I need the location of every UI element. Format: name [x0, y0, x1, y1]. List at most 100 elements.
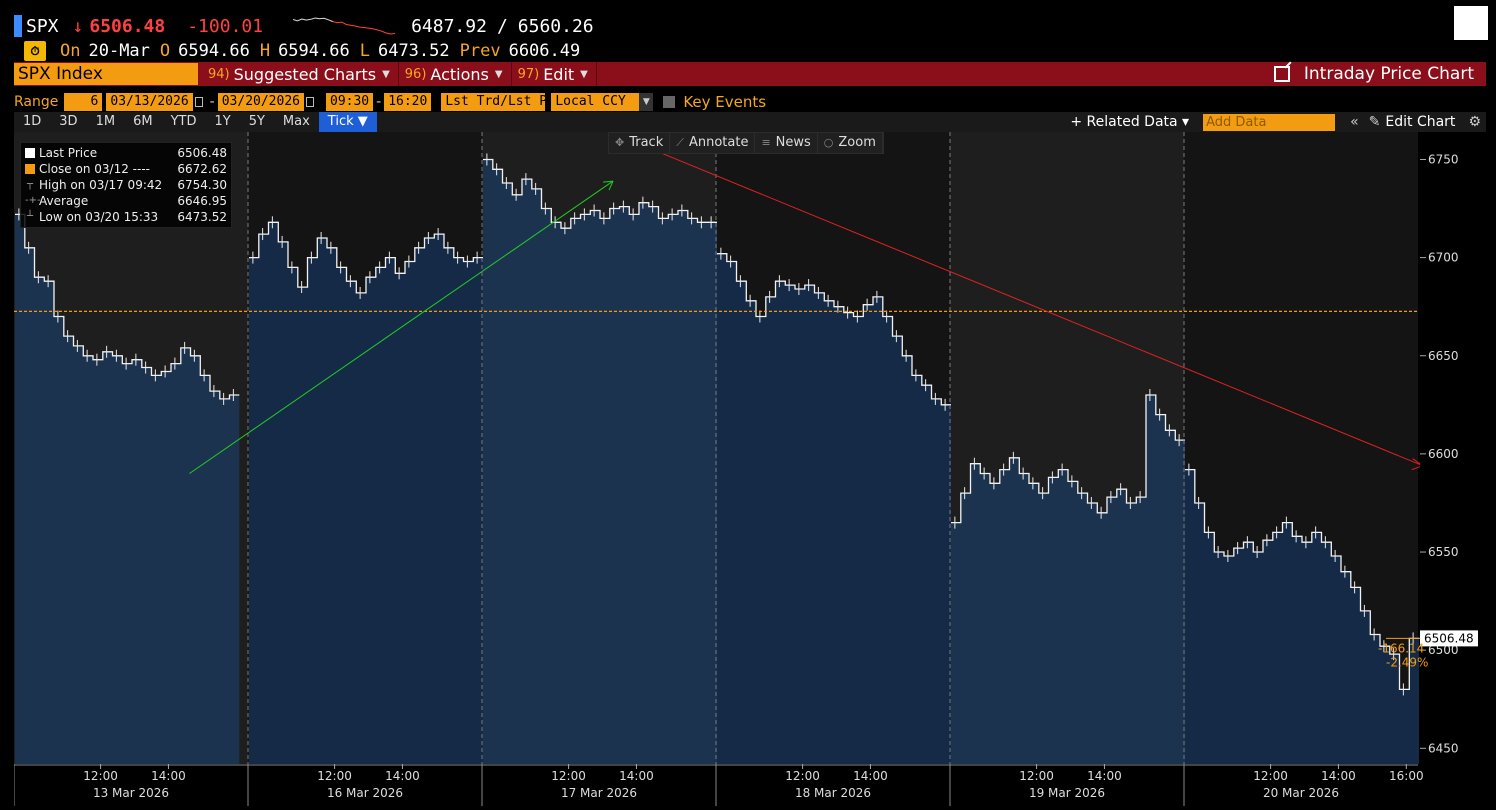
- calendar-icon[interactable]: [306, 97, 314, 107]
- edit-chart-button[interactable]: Edit Chart: [1385, 114, 1456, 130]
- legend-row-high[interactable]: ┬ High on 03/17 09:42 6754.30: [25, 177, 227, 193]
- low-marker-icon: ┴: [26, 211, 34, 222]
- caret-down-icon: ▼: [580, 68, 588, 80]
- gear-icon[interactable]: ⚙: [1468, 114, 1481, 130]
- range-label: Range: [14, 94, 59, 110]
- x-time-label: 12:00: [785, 769, 820, 783]
- price-line: [717, 253, 951, 406]
- tf-1d[interactable]: 1D: [23, 114, 42, 129]
- legend-label: Low on 03/20 15:33: [39, 210, 159, 224]
- x-date-label: 13 Mar 2026: [93, 786, 169, 800]
- price-chart[interactable]: 6450 6500 6550 6600 6650 6700 6750 6506.48 -166.…: [13, 132, 1486, 806]
- menu-actions[interactable]: 96) Actions ▼: [399, 62, 512, 86]
- price-area-fill: [249, 222, 483, 765]
- chevron-down-icon[interactable]: ▼: [639, 93, 654, 111]
- legend-value: 6646.95: [177, 194, 227, 208]
- quote-line-2: ⏱ On 20-Mar O 6594.66 H 6594.66 L 6473.5…: [24, 40, 590, 62]
- up-trend-arrowhead: [602, 180, 614, 191]
- calendar-icon[interactable]: [194, 97, 203, 107]
- end-time-field[interactable]: 16:20: [384, 93, 432, 111]
- menu-label: Suggested Charts: [233, 64, 377, 84]
- high-marker-icon: ┬: [26, 179, 34, 190]
- legend-row-last[interactable]: Last Price 6506.48: [25, 145, 227, 161]
- last-change-pct-label: -2.49%: [1386, 655, 1428, 669]
- related-data-button[interactable]: + Related Data ▾: [1070, 114, 1190, 130]
- tf-5y[interactable]: 5Y: [248, 114, 265, 129]
- x-date-label: 20 Mar 2026: [1263, 786, 1339, 800]
- legend-label: High on 03/17 09:42: [39, 178, 163, 192]
- sparkline: [293, 17, 396, 35]
- high-value: 6594.66: [278, 41, 350, 61]
- range-dash: -: [209, 94, 215, 110]
- y-axis-background: [1420, 132, 1486, 764]
- legend-label: Last Price: [39, 146, 98, 160]
- menu-edit[interactable]: 97) Edit ▼: [512, 62, 597, 86]
- menu-number: 96): [404, 66, 427, 82]
- legend-row-average[interactable]: -+- Average 6646.95: [25, 193, 227, 209]
- price-area-fill: [15, 214, 240, 764]
- price-line: [15, 213, 240, 400]
- end-date-field[interactable]: 03/20/2026: [217, 93, 304, 111]
- start-date-field[interactable]: 03/13/2026: [106, 93, 193, 111]
- annotate-button[interactable]: ⟋ Annotate: [670, 133, 756, 153]
- key-events-checkbox[interactable]: [663, 96, 676, 108]
- x-time-label: 14:00: [1321, 769, 1356, 783]
- on-label: On: [60, 41, 81, 61]
- caret-down-icon: ▼: [382, 68, 390, 80]
- x-time-label: 12:00: [317, 769, 352, 783]
- annotate-label: Annotate: [688, 135, 749, 150]
- tf-1y[interactable]: 1Y: [214, 114, 231, 129]
- x-time-label: 12:00: [1019, 769, 1054, 783]
- price-area-fill: [951, 395, 1185, 764]
- legend-swatch: [25, 148, 35, 158]
- menu-number: 97): [517, 66, 540, 82]
- tf-tick[interactable]: Tick ▼: [318, 112, 377, 132]
- news-button[interactable]: ≡ News: [755, 133, 818, 153]
- x-time-label: 12:00: [551, 769, 586, 783]
- down-trend-line: [638, 143, 1423, 467]
- net-change: -100.01: [187, 15, 264, 37]
- quote-header: SPX ↓ 6506.48 -100.01 6487.92 / 6560.26 …: [0, 0, 1496, 62]
- start-time-field[interactable]: 09:30: [326, 93, 374, 111]
- zoom-button[interactable]: ○ Zoom: [818, 133, 883, 153]
- tf-max[interactable]: Max: [282, 114, 310, 129]
- legend-swatch: [25, 164, 35, 174]
- last-price: 6506.48: [89, 15, 166, 37]
- legend-row-close[interactable]: Close on 03/12 ---- 6672.62: [25, 161, 227, 177]
- pencil-icon: ✎: [1368, 114, 1381, 130]
- average-marker-icon: -+-: [25, 195, 41, 206]
- x-time-label: 14:00: [619, 769, 654, 783]
- track-button[interactable]: ✥ Track: [609, 133, 671, 153]
- menu-bar: SPX Index 94) Suggested Charts ▼ 96) Act…: [14, 62, 1486, 86]
- menu-number: 94): [208, 66, 230, 82]
- price-line: [1185, 468, 1419, 691]
- currency-select[interactable]: Local CCY: [551, 93, 640, 111]
- ticker[interactable]: SPX: [26, 15, 59, 37]
- low-label: L: [359, 41, 370, 61]
- news-label: News: [775, 135, 811, 150]
- range-period-field[interactable]: 6: [64, 93, 103, 111]
- price-mode-field[interactable]: Lst Trd/Lst P:: [441, 93, 546, 111]
- news-icon: ≡: [761, 136, 771, 149]
- tf-3d[interactable]: 3D: [59, 114, 78, 129]
- security-field[interactable]: SPX Index: [14, 63, 198, 85]
- x-time-label: 14:00: [853, 769, 888, 783]
- tf-6m[interactable]: 6M: [133, 114, 153, 129]
- price-line: [483, 158, 717, 229]
- function-title[interactable]: Intraday Price Chart: [1273, 64, 1486, 84]
- x-time-label: 16:00: [1389, 769, 1424, 783]
- x-date-label: 17 Mar 2026: [561, 786, 637, 800]
- caret-down-icon: ▼: [494, 68, 503, 80]
- day-range-high: 6560.26: [517, 15, 594, 37]
- chart-canvas[interactable]: 64506500655066006650670067506506.48-166.…: [13, 132, 1486, 806]
- legend-row-low[interactable]: ┴ Low on 03/20 15:33 6473.52: [25, 209, 227, 225]
- window-corner-box: [1454, 6, 1488, 40]
- high-label: H: [259, 41, 271, 61]
- menu-suggested-charts[interactable]: 94) Suggested Charts ▼: [202, 62, 399, 86]
- tf-1m[interactable]: 1M: [95, 114, 116, 129]
- sparkline-loss-segment: [332, 21, 396, 35]
- chart-legend[interactable]: Last Price 6506.48 Close on 03/12 ---- 667…: [20, 142, 232, 228]
- add-data-input[interactable]: Add Data: [1203, 113, 1336, 131]
- collapse-icon[interactable]: «: [1350, 114, 1359, 130]
- tf-ytd[interactable]: YTD: [170, 114, 197, 129]
